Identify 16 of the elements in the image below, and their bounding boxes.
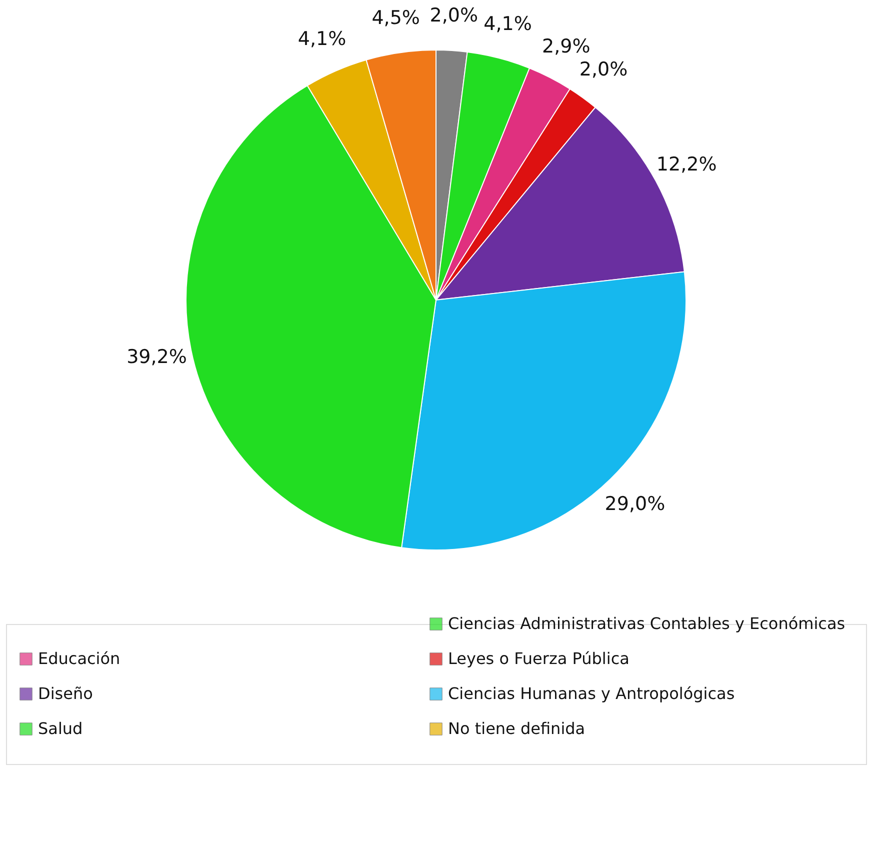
data-label: 29,0% (604, 493, 666, 516)
data-label: 2,0% (430, 4, 478, 27)
legend-label: Leyes o Fuerza Pública (448, 649, 630, 668)
data-label: 12,2% (656, 153, 717, 176)
legend-label: No tiene definida (448, 719, 586, 738)
data-label: 2,9% (542, 35, 590, 58)
legend-label: Salud (38, 719, 83, 738)
legend-label: Ciencias Humanas y Antropológicas (448, 684, 735, 703)
legend-label: Ciencias Administrativas Contables y Económicas (448, 614, 846, 633)
data-label: 39,2% (126, 346, 187, 368)
data-label: 2,0% (579, 58, 628, 80)
data-label: 4,1% (298, 28, 346, 50)
legend-label: Diseño (38, 684, 93, 703)
legend-label: Educación (38, 649, 120, 668)
data-label: 4,5% (372, 6, 420, 29)
data-label: 4,1% (484, 13, 532, 36)
